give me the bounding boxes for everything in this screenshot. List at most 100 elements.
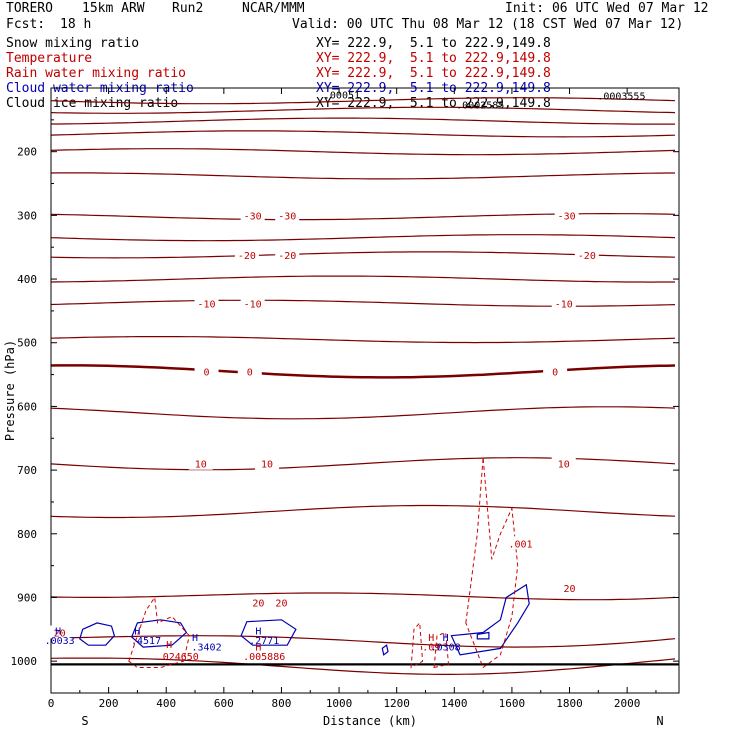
isotherm-line (50, 275, 675, 283)
rain-water-contour (465, 457, 519, 669)
rain-water-contour (433, 631, 450, 669)
isotherm-line (50, 148, 676, 156)
extremum-label: H (255, 627, 261, 638)
cloud-water-contour (450, 583, 530, 656)
isotherm-line (50, 97, 676, 105)
contour-label: 0 (204, 367, 210, 378)
extremum-label: H (428, 633, 434, 644)
isotherm-line (50, 592, 676, 601)
isotherm-line (50, 336, 676, 344)
contour-label: -30 (244, 211, 262, 222)
x-axis-label: Distance (km) (323, 714, 417, 728)
extremum-label: H (443, 633, 449, 644)
extremum-label: .0002585 (456, 101, 504, 112)
legend-name-cloud-ice: Cloud ice mixing ratio (6, 96, 179, 111)
cloud-water-contour (381, 644, 389, 656)
contour-label-bg (240, 296, 265, 310)
isotherm-line (50, 657, 676, 675)
contour-label-bg (47, 625, 72, 639)
contour-label: -10 (555, 299, 573, 310)
model-name: TORERO (6, 1, 53, 16)
legend-name-rain: Rain water mixing ratio (6, 66, 187, 81)
contour-label-bg (240, 208, 265, 222)
extremum-label: .0003555 (597, 92, 645, 103)
isotherm-line (50, 234, 676, 242)
extremum-label: .0033 (45, 636, 75, 647)
contour-label-bg (508, 536, 533, 550)
contour-label: 10 (558, 460, 570, 471)
x-tick-label: 600 (214, 697, 234, 710)
contour-label: 10 (261, 460, 273, 471)
extremum-label: H (192, 633, 198, 644)
valid-time: Valid: 00 UTC Thu 08 Mar 12 (18 CST Wed … (292, 17, 684, 32)
isotherm-line (50, 504, 676, 519)
legend-range-temperature: XY= 222.9, 5.1 to 222.9,149.8 (316, 51, 551, 66)
contour-label: 20 (564, 584, 576, 595)
contour-label: 20 (54, 629, 66, 640)
y-tick-label: 500 (17, 337, 37, 350)
x-tick-label: 2000 (614, 697, 641, 710)
x-tick-label: 400 (156, 697, 176, 710)
x-tick-label: 0 (48, 697, 55, 710)
x-tick-label: 800 (272, 697, 292, 710)
end-label-left: S (81, 714, 88, 728)
org-label: NCAR/MMM (242, 1, 305, 16)
isotherm-line (50, 457, 676, 471)
extremum-label: .4517 (131, 636, 161, 647)
legend-name-temperature: Temperature (6, 51, 93, 66)
contour-label: -30 (558, 211, 576, 222)
isotherm-line (50, 406, 676, 420)
rain-water-contour (410, 621, 424, 669)
extremum-label: .0308 (431, 643, 461, 654)
contour-label: 20 (275, 599, 287, 610)
y-tick-label: 800 (17, 528, 37, 541)
y-tick-label: 200 (17, 146, 37, 159)
contour-label-bg (237, 364, 262, 378)
contour-label-bg (246, 595, 271, 609)
extremum-label: .00051 (324, 90, 360, 101)
isotherm-line (50, 299, 676, 307)
contour-label: 0 (247, 367, 253, 378)
extremum-label: .09 (422, 643, 440, 654)
x-tick-label: 1400 (441, 697, 468, 710)
x-tick-label: 1200 (383, 697, 410, 710)
extremum-label: .2771 (249, 636, 279, 647)
fcst-label: Fcst: (6, 17, 46, 32)
run-label: Run2 (172, 1, 204, 16)
legend-range-rain: XY= 222.9, 5.1 to 222.9,149.8 (316, 66, 551, 81)
contour-label-bg (275, 208, 300, 222)
isotherm-line (50, 130, 676, 138)
contour-label: .001 (509, 539, 533, 550)
isotherm-line (50, 213, 676, 221)
contour-label-bg (234, 247, 259, 261)
legend-name-snow: Snow mixing ratio (6, 36, 140, 51)
contour-label: -20 (238, 251, 256, 262)
extremum-label: H (55, 627, 61, 638)
x-tick-label: 1600 (499, 697, 526, 710)
y-tick-label: 300 (17, 209, 37, 222)
fcst-value: 18 h (60, 17, 92, 32)
cloud-water-contour (476, 631, 490, 640)
isotherm-line (51, 117, 675, 125)
extremum-label: .3402 (192, 643, 222, 654)
contour-label-bg (194, 296, 219, 310)
isotherm-line (50, 172, 675, 180)
x-tick-label: 1800 (556, 697, 583, 710)
legend-range-cloud-ice: XY= 222.9, 5.1 to 222.9,149.8 (316, 96, 551, 111)
y-tick-label: 600 (17, 400, 37, 413)
plot-frame (50, 87, 680, 694)
y-tick-label: 900 (17, 591, 37, 604)
isotherm-line (50, 635, 676, 648)
model-resolution: 15km ARW (82, 1, 145, 16)
contour-label: -30 (278, 211, 296, 222)
y-axis-label: Pressure (hPa) (3, 340, 17, 441)
contour-label-bg (194, 364, 219, 378)
isotherm-line (50, 106, 676, 114)
contour-label: 10 (195, 460, 207, 471)
contour-label-bg (543, 364, 568, 378)
contour-label-bg (188, 456, 213, 470)
y-tick-label: 1000 (11, 655, 38, 668)
contour-label-bg (554, 208, 579, 222)
contour-label-bg (574, 247, 599, 261)
